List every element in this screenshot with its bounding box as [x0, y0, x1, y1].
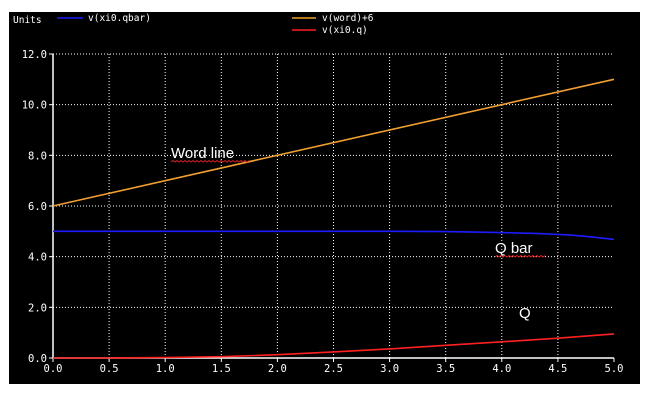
x-tick-label: 2.0 [268, 363, 287, 375]
series-line-0 [53, 230, 615, 241]
legend-entry: v(word)+6 [322, 13, 374, 24]
spellcheck-underline [170, 159, 250, 163]
legend: v(xi0.qbar) v(word)+6v(xi0.q) [57, 13, 374, 36]
y-tick-label: 4.0 [28, 252, 47, 264]
series-line-2 [53, 333, 615, 359]
y-tick-label: 0.0 [28, 353, 47, 365]
y-tick-label: 2.0 [28, 302, 47, 314]
legend-entry: v(xi0.q) [322, 25, 368, 36]
x-tick-label: 3.0 [380, 363, 399, 375]
series-line-1 [52, 78, 615, 207]
q-bar-label: Q bar [495, 240, 533, 257]
x-tick-label: 0.5 [100, 363, 119, 375]
x-tick-label: 5.0 [605, 363, 624, 375]
x-tick-label: 0.0 [44, 363, 63, 375]
y-tick-label: 10.0 [22, 100, 47, 112]
tick-labels: 0.0 0.5 1.0 1.5 2.0 2.5 3.0 3.5 4.0 4.5 5.0 0.0 2.0 4… [22, 49, 624, 375]
x-tick-label: 3.5 [436, 363, 455, 375]
units-label: Units [13, 15, 42, 26]
x-tick-label: 1.5 [212, 363, 231, 375]
spellcheck-underline [494, 254, 546, 258]
x-tick-label: 2.5 [324, 363, 343, 375]
grid [53, 53, 614, 358]
x-tick-label: 1.0 [156, 363, 175, 375]
x-tick-label: 4.5 [548, 363, 567, 375]
plot-window: Units v(xi0.qbar) v(word)+6 v(xi0.q) 0.0 0.… [9, 12, 640, 384]
word-line-label: Word line [171, 145, 234, 162]
legend-entry: v(xi0.qbar) [88, 13, 151, 24]
q-label: Q [519, 305, 531, 322]
y-tick-label: 12.0 [22, 49, 47, 61]
y-tick-label: 8.0 [28, 150, 47, 162]
x-tick-label: 4.0 [492, 363, 511, 375]
line-chart: Units v(xi0.qbar) v(word)+6v(xi0.q) 0.0 0.… [13, 13, 624, 375]
y-tick-label: 6.0 [28, 201, 47, 213]
series-lines [52, 78, 615, 359]
annotations: Word line Q bar Q [170, 145, 546, 322]
